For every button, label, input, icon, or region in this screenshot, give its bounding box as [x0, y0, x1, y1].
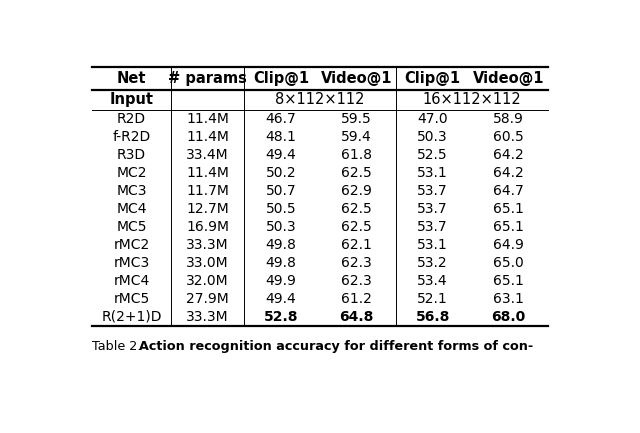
Text: 52.1: 52.1 [417, 292, 448, 306]
Text: 27.9M: 27.9M [186, 292, 229, 306]
Text: Video@1: Video@1 [473, 71, 544, 86]
Text: 32.0M: 32.0M [186, 274, 228, 288]
Text: 50.3: 50.3 [266, 220, 296, 234]
Text: Net: Net [117, 71, 147, 86]
Text: 64.2: 64.2 [493, 148, 524, 162]
Text: 49.4: 49.4 [266, 292, 296, 306]
Text: 49.8: 49.8 [266, 238, 296, 252]
Text: 62.5: 62.5 [341, 202, 372, 216]
Text: 61.8: 61.8 [341, 148, 372, 162]
Text: 65.1: 65.1 [493, 202, 524, 216]
Text: Table 2.: Table 2. [92, 340, 144, 353]
Text: 48.1: 48.1 [266, 129, 296, 144]
Text: 65.0: 65.0 [493, 255, 524, 270]
Text: 64.8: 64.8 [340, 310, 374, 324]
Text: MC4: MC4 [116, 202, 147, 216]
Text: 50.5: 50.5 [266, 202, 296, 216]
Text: 62.5: 62.5 [341, 220, 372, 234]
Text: 59.4: 59.4 [341, 129, 372, 144]
Text: 52.8: 52.8 [264, 310, 298, 324]
Text: 49.8: 49.8 [266, 255, 296, 270]
Text: R3D: R3D [117, 148, 146, 162]
Text: 16×112×112: 16×112×112 [422, 92, 521, 107]
Text: 50.3: 50.3 [417, 129, 448, 144]
Text: 65.1: 65.1 [493, 220, 524, 234]
Text: 62.3: 62.3 [341, 255, 372, 270]
Text: 62.5: 62.5 [341, 166, 372, 180]
Text: Video@1: Video@1 [321, 71, 392, 86]
Text: 68.0: 68.0 [492, 310, 525, 324]
Text: 59.5: 59.5 [341, 112, 372, 126]
Text: 33.3M: 33.3M [186, 238, 228, 252]
Text: 58.9: 58.9 [493, 112, 524, 126]
Text: 56.8: 56.8 [415, 310, 450, 324]
Text: 62.1: 62.1 [341, 238, 372, 252]
Text: Clip@1: Clip@1 [253, 71, 309, 86]
Text: rMC4: rMC4 [113, 274, 150, 288]
Text: Clip@1: Clip@1 [404, 71, 461, 86]
Text: 62.3: 62.3 [341, 274, 372, 288]
Text: rMC5: rMC5 [113, 292, 150, 306]
Text: 63.1: 63.1 [493, 292, 524, 306]
Text: 53.1: 53.1 [417, 166, 448, 180]
Text: 65.1: 65.1 [493, 274, 524, 288]
Text: 33.3M: 33.3M [186, 310, 228, 324]
Text: 52.5: 52.5 [417, 148, 448, 162]
Text: R2D: R2D [117, 112, 146, 126]
Text: 53.7: 53.7 [417, 220, 448, 234]
Text: 53.4: 53.4 [417, 274, 448, 288]
Text: 49.4: 49.4 [266, 148, 296, 162]
Text: 61.2: 61.2 [341, 292, 372, 306]
Text: MC5: MC5 [116, 220, 147, 234]
Text: Input: Input [109, 92, 154, 107]
Text: 11.4M: 11.4M [186, 166, 229, 180]
Text: 12.7M: 12.7M [186, 202, 229, 216]
Text: 16.9M: 16.9M [186, 220, 229, 234]
Text: MC3: MC3 [116, 184, 147, 197]
Text: rMC3: rMC3 [113, 255, 150, 270]
Text: 53.7: 53.7 [417, 184, 448, 197]
Text: 50.7: 50.7 [266, 184, 296, 197]
Text: 8×112×112: 8×112×112 [275, 92, 365, 107]
Text: 46.7: 46.7 [266, 112, 296, 126]
Text: 47.0: 47.0 [417, 112, 448, 126]
Text: 64.7: 64.7 [493, 184, 524, 197]
Text: 53.1: 53.1 [417, 238, 448, 252]
Text: rMC2: rMC2 [113, 238, 150, 252]
Text: 49.9: 49.9 [266, 274, 296, 288]
Text: Action recognition accuracy for different forms of con-: Action recognition accuracy for differen… [138, 340, 532, 353]
Text: 60.5: 60.5 [493, 129, 524, 144]
Text: # params: # params [168, 71, 247, 86]
Text: 33.0M: 33.0M [186, 255, 228, 270]
Text: 50.2: 50.2 [266, 166, 296, 180]
Text: MC2: MC2 [116, 166, 147, 180]
Text: 53.2: 53.2 [417, 255, 448, 270]
Text: f-R2D: f-R2D [113, 129, 150, 144]
Text: R(2+1)D: R(2+1)D [101, 310, 162, 324]
Text: 11.4M: 11.4M [186, 112, 229, 126]
Text: 62.9: 62.9 [341, 184, 372, 197]
Text: 53.7: 53.7 [417, 202, 448, 216]
Text: 64.2: 64.2 [493, 166, 524, 180]
Text: 64.9: 64.9 [493, 238, 524, 252]
Text: 11.4M: 11.4M [186, 129, 229, 144]
Text: 33.4M: 33.4M [186, 148, 228, 162]
Text: 11.7M: 11.7M [186, 184, 229, 197]
